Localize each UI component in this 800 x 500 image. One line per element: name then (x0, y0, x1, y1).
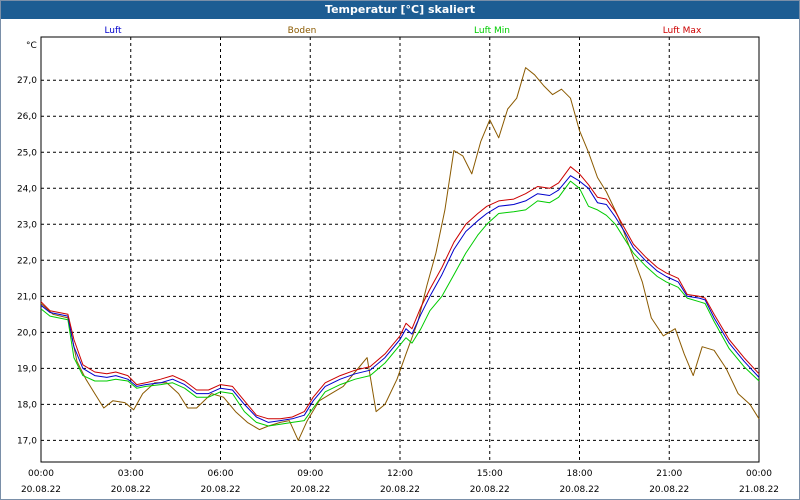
y-tick-label: 24,0 (17, 184, 37, 194)
y-tick-label: 18,0 (17, 400, 37, 410)
x-tick-time-label: 06:00 (208, 469, 234, 479)
x-tick-date-label: 20.08.22 (380, 485, 420, 495)
y-axis-ticks: 17,0 18,0 19,0 20,0 21,0 22,0 23,0 24,0 25,0 26,0… (17, 76, 37, 446)
x-tick-time-label: 00:00 (28, 469, 54, 479)
x-tick-time-label: 18:00 (567, 469, 593, 479)
y-tick-label: 20,0 (17, 328, 37, 338)
y-tick-label: 25,0 (17, 148, 37, 158)
x-tick-date-label: 20.08.22 (21, 485, 61, 495)
x-tick-time-label: 09:00 (297, 469, 323, 479)
y-tick-label: 19,0 (17, 364, 37, 374)
grid-lines (41, 37, 759, 462)
x-tick-date-label: 20.08.22 (290, 485, 330, 495)
x-axis-ticks: 00:00 20.08.22 03:00 20.08.22 06:00 20.08.22 0… (21, 469, 779, 495)
legend-entry-luft-min: Luft Min (474, 26, 510, 36)
x-tick-date-label: 20.08.22 (111, 485, 151, 495)
x-tick-date-label: 20.08.22 (470, 485, 510, 495)
legend-entry-boden: Boden (288, 26, 317, 36)
x-tick-date-label: 20.08.22 (559, 485, 599, 495)
y-tick-label: 23,0 (17, 220, 37, 230)
series-line-luft-max (40, 166, 760, 420)
series-line-luft (40, 175, 760, 423)
x-tick-time-label: 21:00 (656, 469, 682, 479)
x-tick-date-label: 21.08.22 (739, 485, 779, 495)
legend-entry-luft-max: Luft Max (663, 26, 702, 36)
x-tick-time-label: 00:00 (746, 469, 772, 479)
series-line-luft-min (40, 180, 760, 427)
y-tick-label: 22,0 (17, 256, 37, 266)
series-lines (40, 67, 760, 441)
x-tick-time-label: 03:00 (118, 469, 144, 479)
legend-entry-luft: Luft (104, 26, 122, 36)
x-tick-date-label: 20.08.22 (200, 485, 240, 495)
x-tick-date-label: 20.08.22 (649, 485, 689, 495)
y-tick-label: 17,0 (17, 436, 37, 446)
x-tick-time-label: 15:00 (477, 469, 503, 479)
x-tick-time-label: 12:00 (387, 469, 413, 479)
y-tick-label: 27,0 (17, 76, 37, 86)
window-title: Temperatur [°C] skaliert (1, 1, 799, 19)
legend: Luft Boden Luft Min Luft Max (104, 26, 702, 36)
y-tick-label: 21,0 (17, 292, 37, 302)
y-tick-label: 26,0 (17, 112, 37, 122)
y-axis-unit-label: °C (26, 41, 37, 51)
